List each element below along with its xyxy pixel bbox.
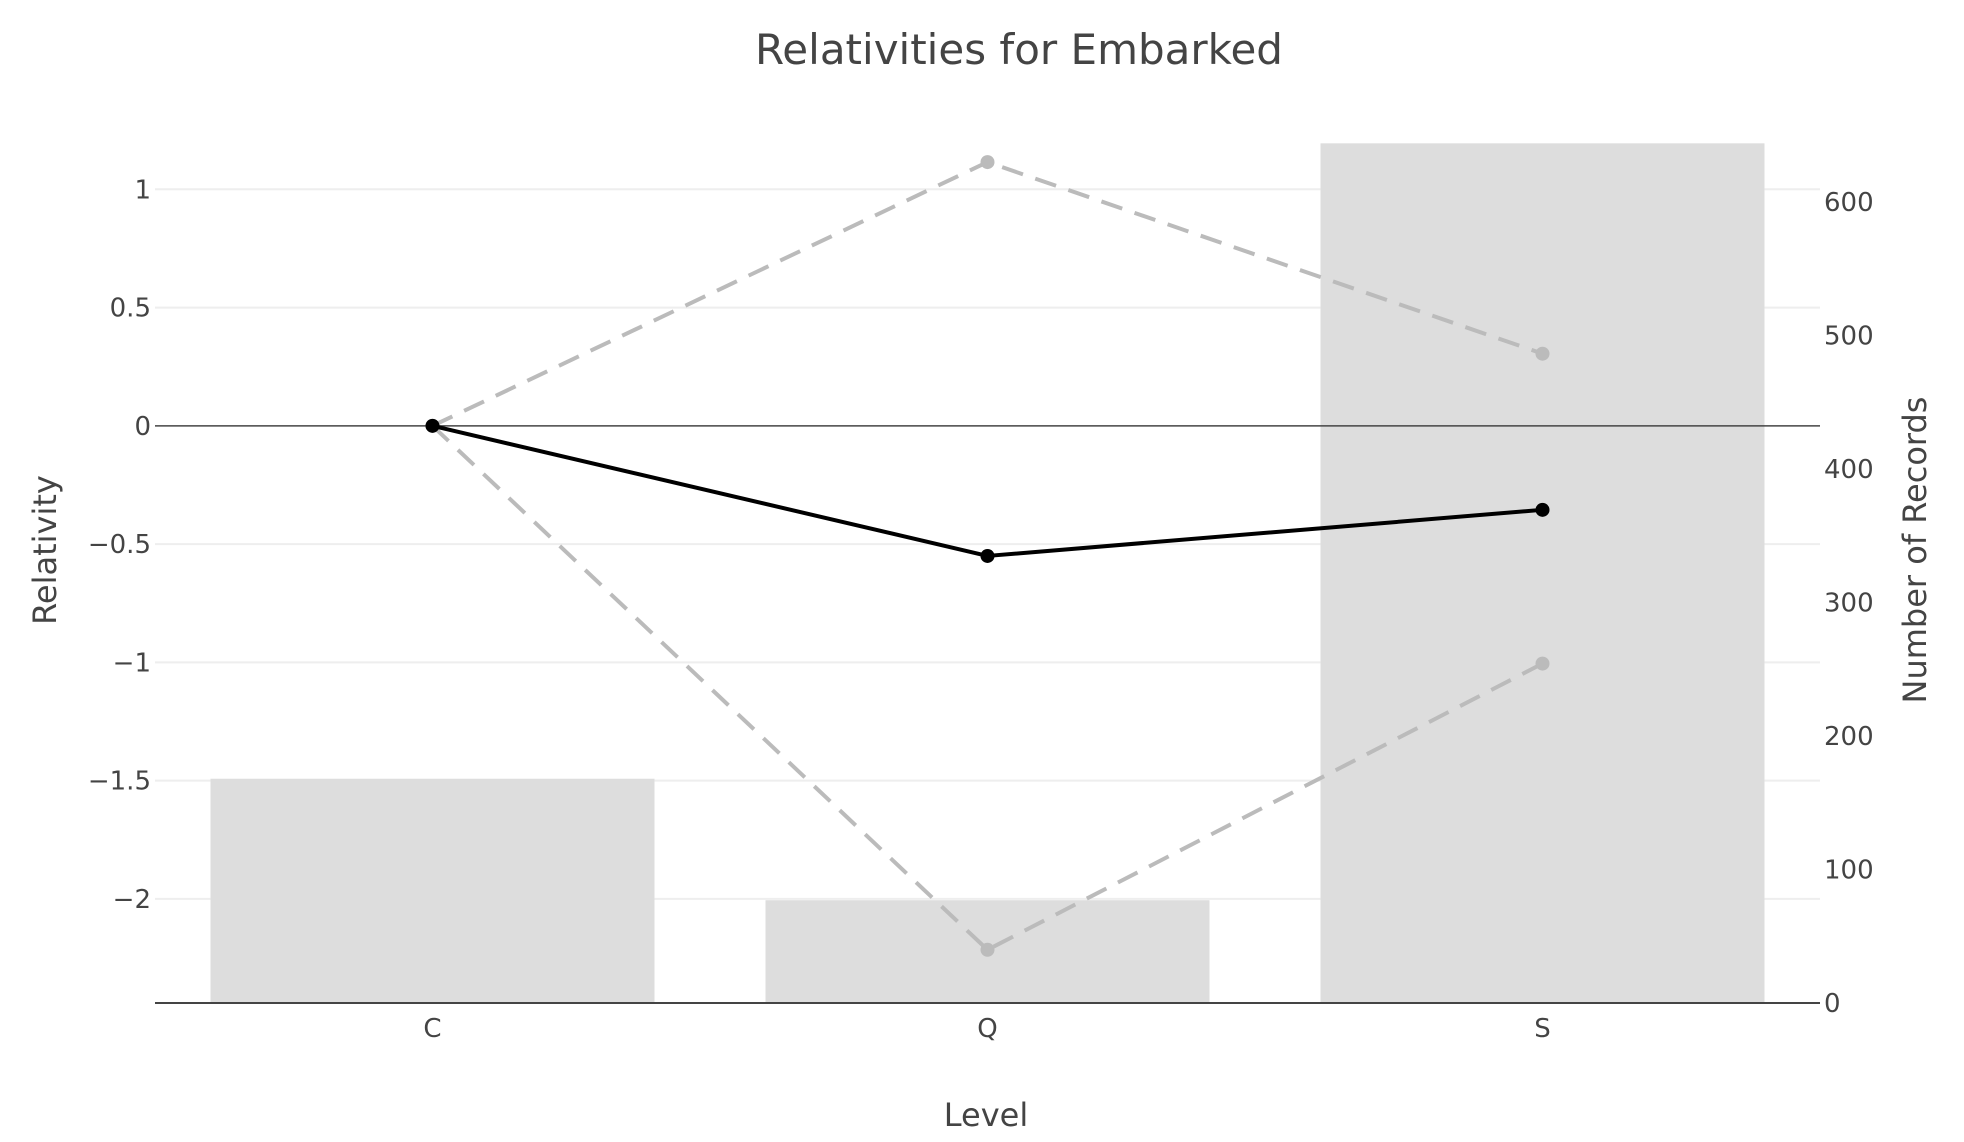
y2-tick-label: 400 [1824,455,1874,485]
y2-tick-label: 0 [1824,989,1841,1019]
y2-axis-title: Number of Records [1896,397,1934,704]
point-estimate-S [1535,502,1550,517]
y-tick-label: 0 [134,412,151,442]
y2-tick-label: 500 [1824,322,1874,352]
point-estimate-C [425,418,440,433]
y2-tick-label: 300 [1824,589,1874,619]
y2-tick-label: 600 [1824,188,1874,218]
chart-title: Relativities for Embarked [755,25,1283,74]
y-tick-label: −2 [113,885,151,915]
y-tick-label: −0.5 [88,530,151,560]
y-tick-label: −1.5 [88,767,151,797]
y2-tick-label: 200 [1824,722,1874,752]
line-layer [425,155,1550,957]
x-tick-label-Q: Q [977,1014,997,1044]
line-lower [431,424,1544,952]
point-upper-Q [980,155,995,170]
bar-S [1320,143,1765,1003]
x-axis-title: Level [944,1096,1028,1134]
y2-tick-label: 100 [1824,856,1874,886]
x-tick-label-C: C [423,1014,441,1044]
label-layer: 1 0.5 0 −0.5 −1 −1.5 −2 0 100 200 300 400 500 600 C Q S [88,175,1874,1044]
point-upper-S [1535,346,1550,361]
y-tick-label: −1 [113,648,151,678]
point-lower-S [1535,656,1550,671]
bar-layer [210,143,1765,1003]
point-estimate-Q [980,548,995,563]
bar-C [210,778,655,1003]
x-tick-label-S: S [1534,1014,1551,1044]
point-lower-Q [980,942,995,957]
y-axis-title: Relativity [26,475,64,625]
y-tick-label: 1 [134,175,151,205]
y-tick-label: 0.5 [110,294,151,324]
